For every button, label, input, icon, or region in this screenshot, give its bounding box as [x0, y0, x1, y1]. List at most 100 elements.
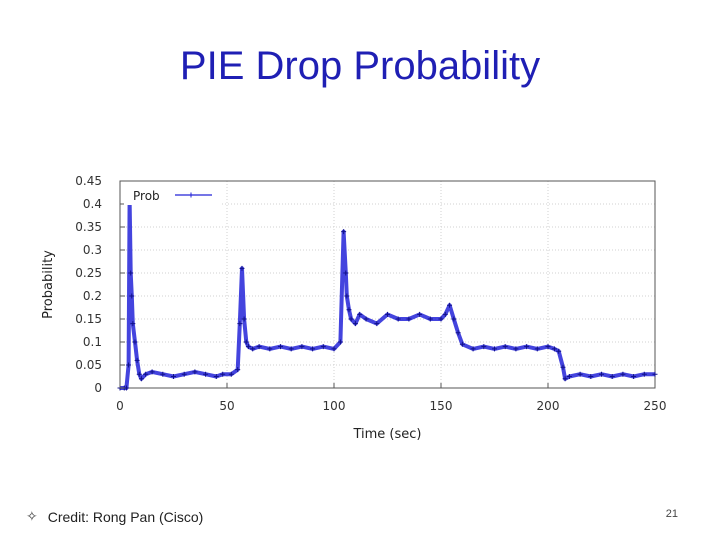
- data-point: [524, 344, 530, 350]
- legend-label-prob: Prob: [133, 189, 160, 203]
- data-point: [427, 316, 433, 322]
- x-tick-label: 0: [116, 399, 124, 413]
- data-point: [652, 371, 658, 377]
- y-tick-label: 0.25: [75, 266, 102, 280]
- data-point: [534, 346, 540, 352]
- data-point: [136, 371, 142, 377]
- data-point: [588, 374, 594, 379]
- data-point: [545, 344, 551, 350]
- data-point: [138, 376, 144, 382]
- data-point: [599, 371, 604, 377]
- data-point: [256, 344, 262, 350]
- data-point: [331, 346, 337, 352]
- y-axis-label: Probability: [41, 250, 56, 319]
- y-tick-label: 0.2: [83, 289, 102, 303]
- data-point: [442, 311, 448, 317]
- data-point: [343, 270, 349, 276]
- legend-box: [124, 185, 222, 205]
- data-point: [348, 316, 354, 322]
- credit-text: Credit: Rong Pan (Cisco): [47, 508, 204, 525]
- data-point: [609, 374, 615, 379]
- data-point: [620, 371, 626, 377]
- data-point: [352, 321, 358, 327]
- data-point: [438, 316, 444, 322]
- data-point: [129, 293, 135, 299]
- data-point: [492, 346, 497, 352]
- y-tick-label: 0.1: [83, 335, 102, 349]
- x-tick-label: 100: [323, 399, 346, 413]
- data-point: [346, 307, 352, 313]
- plot-frame: [119, 180, 656, 389]
- data-point: [459, 341, 465, 347]
- y-tick-label: 0.4: [83, 197, 102, 211]
- data-point: [203, 371, 209, 377]
- x-tick-label: 250: [644, 399, 667, 413]
- data-point: [577, 371, 583, 377]
- data-point: [447, 302, 453, 308]
- y-tick-label: 0.05: [75, 358, 102, 372]
- data-point: [126, 362, 132, 368]
- data-point: [239, 265, 245, 271]
- data-point: [395, 316, 401, 322]
- data-point: [278, 344, 283, 350]
- data-point: [363, 316, 369, 322]
- data-point: [143, 371, 149, 377]
- credit-line: ✧ Credit: Rong Pan (Cisco): [26, 508, 203, 525]
- data-point: [320, 344, 326, 350]
- series-line-prob: [120, 197, 655, 390]
- data-point: [455, 330, 461, 336]
- series-layer: [117, 196, 658, 391]
- data-point: [132, 339, 138, 345]
- data-point: [562, 376, 568, 382]
- data-point: [560, 364, 566, 370]
- y-tick-label: 0: [94, 381, 102, 395]
- data-point: [374, 321, 380, 327]
- slide-title: PIE Drop Probability: [179, 44, 541, 88]
- data-point: [243, 339, 249, 345]
- data-point: [406, 316, 412, 322]
- data-point: [551, 346, 557, 352]
- y-tick-label: 0.45: [75, 174, 102, 188]
- y-tick-label: 0.35: [75, 220, 102, 234]
- data-point: [502, 344, 508, 350]
- data-point: [160, 371, 166, 377]
- data-point: [130, 321, 136, 327]
- data-point: [337, 339, 343, 345]
- data-point: [357, 311, 363, 317]
- chart-svg: 0 0.05 0.1 0.15 0.2 0.25 0.3 0.35 0.4 0.45 0 50 100 1…: [41, 174, 667, 442]
- data-point: [341, 229, 347, 235]
- data-point: [470, 346, 476, 352]
- data-point: [481, 344, 487, 350]
- data-point: [228, 371, 234, 377]
- data-point: [385, 311, 390, 317]
- data-point: [235, 367, 241, 373]
- data-point: [344, 293, 350, 299]
- data-point: [149, 369, 155, 375]
- data-point: [181, 371, 187, 377]
- y-tick-label: 0.3: [83, 243, 102, 257]
- data-point: [134, 357, 140, 363]
- data-point: [299, 344, 305, 350]
- x-axis-label: Time (sec): [352, 427, 421, 442]
- drop-probability-chart: 0 0.05 0.1 0.15 0.2 0.25 0.3 0.35 0.4 0.45 0 50 100 1…: [30, 165, 680, 445]
- data-point: [566, 374, 572, 379]
- data-point: [241, 316, 247, 322]
- data-point: [310, 346, 316, 352]
- grid-layer: [119, 180, 656, 389]
- data-point: [513, 346, 519, 352]
- data-point: [267, 346, 273, 352]
- data-point: [417, 311, 423, 317]
- data-point: [237, 321, 243, 327]
- data-point: [631, 374, 637, 379]
- data-point: [250, 346, 256, 352]
- data-point: [213, 374, 219, 379]
- bullet-icon: ✧: [26, 508, 38, 524]
- y-tick-label: 0.15: [75, 312, 102, 326]
- x-tick-label: 50: [219, 399, 234, 413]
- data-point: [288, 346, 294, 352]
- data-point: [451, 316, 457, 322]
- data-point: [220, 371, 226, 377]
- page-number: 21: [665, 508, 678, 520]
- x-tick-label: 150: [430, 399, 453, 413]
- data-point: [192, 369, 198, 375]
